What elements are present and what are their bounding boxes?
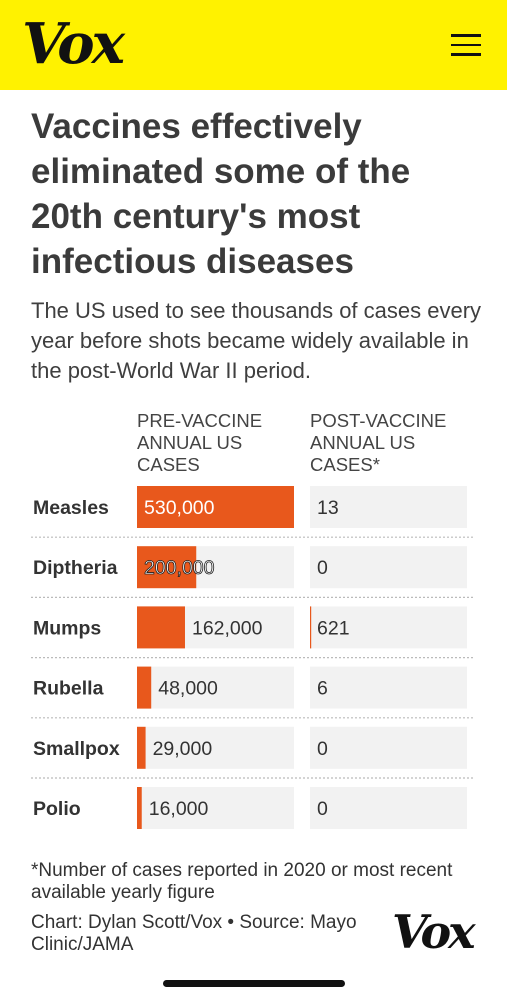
category-label: Smallpox: [33, 738, 120, 760]
pre-vaccine-track: [137, 726, 294, 769]
pre-vaccine-value-label: 200,000: [144, 557, 215, 579]
hamburger-menu-icon[interactable]: [451, 34, 481, 56]
vox-footer-logo: Vox: [392, 905, 476, 959]
pre-vaccine-bar: [137, 666, 152, 709]
dek: The US used to see thousands of cases ev…: [31, 298, 482, 383]
vox-logo[interactable]: Vox: [22, 11, 125, 77]
post-vaccine-bar: [310, 606, 312, 649]
pre-vaccine-value-label: 29,000: [153, 738, 213, 760]
category-label: Polio: [33, 798, 81, 820]
category-label: Measles: [33, 497, 109, 519]
post-vaccine-value-label: 0: [317, 738, 328, 760]
pre-vaccine-bar: [137, 787, 142, 829]
post-vaccine-track: [310, 546, 467, 589]
post-vaccine-value-label: 621: [317, 617, 350, 639]
pre-vaccine-value-label: 16,000: [149, 798, 209, 820]
pre-vaccine-bar: [137, 726, 146, 769]
post-vaccine-value-label: 0: [317, 557, 328, 579]
vaccine-cases-chart: Measles 530,000 13 Diptheria 200,000 0 Mumps 16…: [31, 486, 474, 829]
category-label: Diptheria: [33, 557, 118, 579]
pre-vaccine-track: [137, 787, 294, 829]
category-label: Mumps: [33, 617, 101, 639]
headline: Vaccines effectively eliminated some of …: [31, 107, 411, 281]
pre-vaccine-value-label: 162,000: [192, 617, 263, 639]
pre-vaccine-value-label: 48,000: [158, 678, 218, 700]
post-vaccine-value-label: 0: [317, 798, 328, 820]
home-indicator: [163, 980, 345, 987]
category-label: Rubella: [33, 678, 104, 700]
footnote: *Number of cases reported in 2020 or mos…: [31, 860, 453, 903]
post-vaccine-track: [310, 726, 467, 769]
post-vaccine-column-header: POST-VACCINE ANNUAL US CASES*: [310, 410, 447, 475]
pre-vaccine-value-label: 530,000: [144, 497, 215, 519]
post-vaccine-track: [310, 666, 467, 709]
pre-vaccine-track: [137, 666, 294, 709]
post-vaccine-track: [310, 486, 467, 528]
pre-vaccine-bar: [137, 486, 294, 528]
site-header: Vox: [0, 0, 507, 90]
pre-vaccine-bar: [137, 606, 185, 649]
post-vaccine-value-label: 13: [317, 497, 339, 519]
pre-vaccine-bar: [137, 546, 197, 589]
post-vaccine-track: [310, 787, 467, 829]
post-vaccine-value-label: 6: [317, 678, 328, 700]
chart-credit: Chart: Dylan Scott/Vox • Source: Mayo Cl…: [31, 912, 357, 955]
post-vaccine-track: [310, 606, 467, 649]
pre-vaccine-column-header: PRE-VACCINE ANNUAL US CASES: [137, 410, 263, 475]
